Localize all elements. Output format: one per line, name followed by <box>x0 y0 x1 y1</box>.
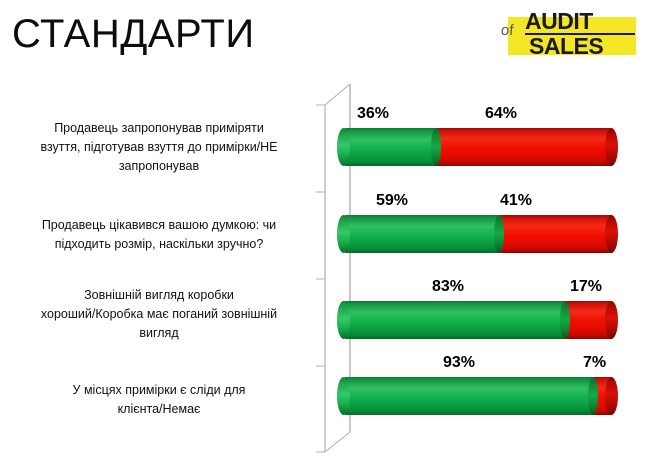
category-label-4-line1: У місцях примірки є сліди для <box>72 383 246 397</box>
bar-segment-positive-1 <box>337 128 436 166</box>
cylinder-left-cap-3 <box>337 301 350 339</box>
bar-segment-negative-2 <box>499 215 618 253</box>
bar-row-2 <box>337 215 618 253</box>
cylinder-joint-2 <box>494 215 504 253</box>
category-label-3-line3: вигляд <box>139 326 179 340</box>
category-label-4-line2: клієнта/Немає <box>117 402 201 416</box>
category-label-4: У місцях примірки є сліди для клієнта/Не… <box>14 381 304 419</box>
value-label-negative-4: 7% <box>583 354 607 371</box>
value-label-positive-2: 59% <box>376 192 409 209</box>
bar-segment-positive-4 <box>337 377 593 415</box>
category-label-1-line3: запропонував <box>118 159 200 173</box>
value-label-negative-3: 17% <box>570 278 603 295</box>
bar-segment-negative-1 <box>436 128 618 166</box>
logo-line-audit: AUDIT <box>525 8 593 34</box>
cylinder-joint-3 <box>560 301 570 339</box>
cylinder-joint-1 <box>431 128 441 166</box>
cylinder-joint-4 <box>588 377 598 415</box>
category-label-2: Продавець цікавився вашою думкою: чи під… <box>14 216 304 254</box>
category-label-3-line2: хороший/Коробка має поганий зовнішній <box>40 307 278 321</box>
value-label-positive-1: 36% <box>357 105 390 122</box>
cylinder-right-cap-3 <box>605 301 618 339</box>
bar-row-1 <box>337 128 618 166</box>
category-label-1-line2: взуття, підготував взуття до примірки/НЕ <box>40 140 278 154</box>
page-title: СТАНДАРТИ <box>12 12 255 56</box>
bar-row-3 <box>337 301 618 339</box>
value-label-positive-3: 83% <box>432 278 465 295</box>
cylinder-left-cap-2 <box>337 215 350 253</box>
category-label-2-line1: Продавець цікавився вашою думкою: чи <box>41 218 277 232</box>
bar-segment-negative-3 <box>565 301 618 339</box>
logo-divider <box>525 33 635 35</box>
value-label-negative-1: 64% <box>485 105 518 122</box>
cylinder-right-cap-2 <box>605 215 618 253</box>
bar-segment-positive-3 <box>337 301 565 339</box>
value-label-negative-2: 41% <box>500 192 533 209</box>
cylinder-left-cap-1 <box>337 128 350 166</box>
category-label-1-line1: Продавець запропонував приміряти <box>54 121 264 135</box>
bar-segment-negative-4 <box>593 377 618 415</box>
cylinder-right-cap-4 <box>605 377 618 415</box>
logo-highlight-block <box>508 17 636 55</box>
logo-line-sales: SALES <box>529 33 604 59</box>
bar-row-4 <box>337 377 618 415</box>
category-label-3-line1: Зовнішній вигляд коробки <box>84 288 234 302</box>
category-label-1: Продавець запропонував приміряти взуття,… <box>14 119 304 176</box>
audit-of-sales-logo: of AUDIT SALES <box>498 8 638 60</box>
value-label-positive-4: 93% <box>443 354 476 371</box>
bar-segment-positive-2 <box>337 215 499 253</box>
cylinder-right-cap-1 <box>605 128 618 166</box>
category-label-3: Зовнішній вигляд коробки хороший/Коробка… <box>14 286 304 343</box>
cylinder-left-cap-4 <box>337 377 350 415</box>
category-label-2-line2: підходить розмір, наскільки зручно? <box>54 237 264 251</box>
